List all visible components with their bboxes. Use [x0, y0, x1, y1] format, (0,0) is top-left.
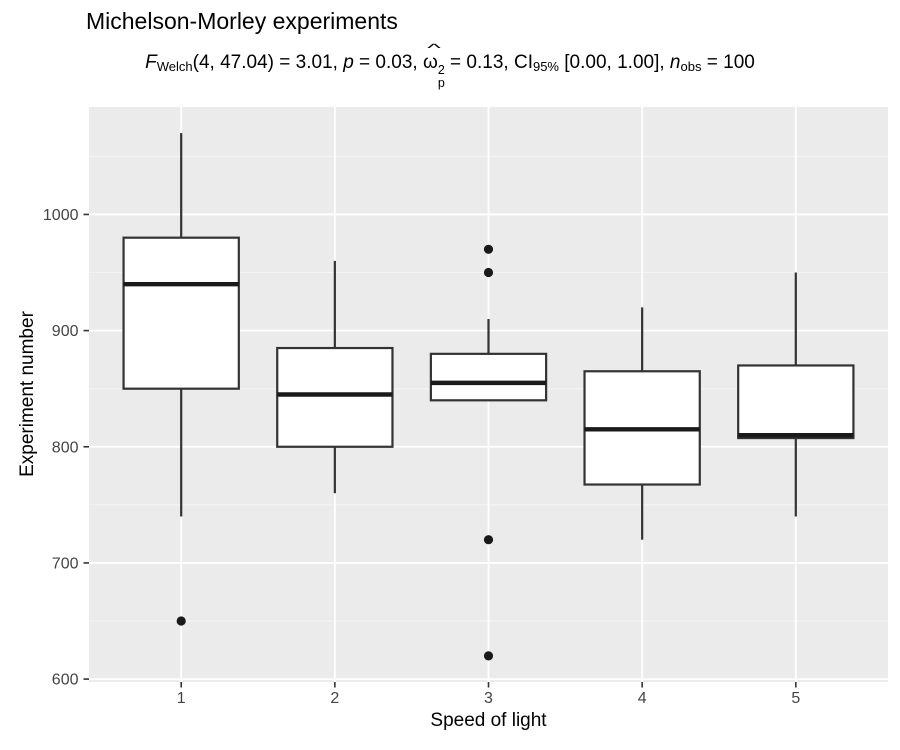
plot-title: Michelson-Morley experiments — [86, 8, 398, 34]
y-tick-label: 900 — [52, 323, 79, 340]
ci-label: CI — [513, 52, 533, 73]
p-symbol: p — [343, 52, 354, 73]
box-group-3 — [429, 352, 548, 402]
outlier-point-group-1 — [176, 616, 186, 626]
n-value: = 100 — [701, 52, 755, 73]
box-group-1 — [122, 236, 240, 390]
outlier-point-group-3 — [483, 651, 494, 661]
x-tick-label: 3 — [484, 690, 493, 707]
statistical-subtitle: FWelch(4, 47.04) = 3.01, p = 0.03, ^ ω 2 p … — [0, 42, 900, 91]
omega-squared-group: ^ ω 2 p — [422, 42, 445, 91]
ci-interval: [0.00, 1.00], — [559, 52, 670, 73]
x-tick-label: 2 — [330, 690, 339, 707]
omega-superscript: 2 — [437, 63, 445, 77]
x-tick-label: 4 — [638, 690, 647, 707]
y-tick-label: 700 — [52, 555, 79, 572]
f-degrees-of-freedom: (4, 47.04) — [192, 52, 274, 73]
box-group-2 — [276, 346, 394, 448]
y-tick-label: 1000 — [43, 207, 79, 224]
x-tick-label: 1 — [177, 690, 186, 707]
n-symbol: n — [669, 52, 681, 73]
p-value: = 0.03, — [353, 52, 423, 73]
n-subscript: obs — [680, 59, 702, 74]
omega-symbol: ω — [422, 52, 438, 73]
omega-hat-accent: ^ — [427, 41, 441, 55]
f-statistic-symbol: F — [145, 52, 157, 73]
x-axis-title: Speed of light — [430, 710, 547, 731]
omega-value: = 0.13, — [444, 52, 514, 73]
omega-subscript: p — [437, 76, 445, 91]
x-tick-label: 5 — [791, 690, 800, 707]
outlier-point-group-3 — [483, 535, 494, 545]
y-tick-label: 600 — [52, 672, 79, 689]
outlier-point-group-3 — [483, 244, 494, 254]
f-value: = 3.01, — [273, 52, 344, 73]
y-tick-label: 800 — [52, 439, 79, 456]
f-statistic-subscript: Welch — [156, 59, 193, 74]
ci-level-subscript: 95% — [532, 59, 559, 74]
box-group-5 — [737, 364, 855, 440]
outlier-point-group-3 — [483, 267, 494, 278]
